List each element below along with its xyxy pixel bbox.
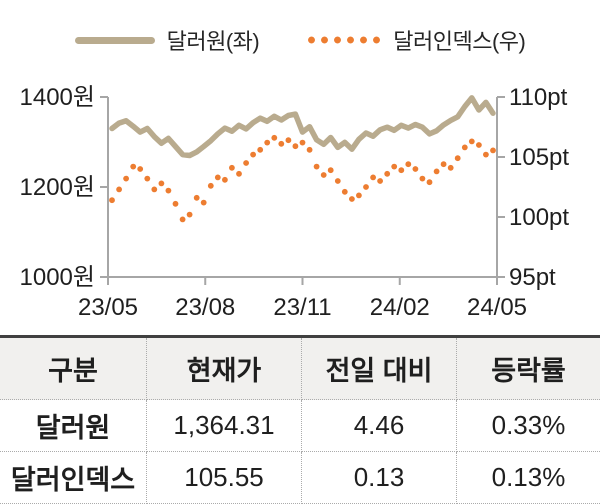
legend-item-dollarindex: 달러인덱스(우) [305,24,526,56]
legend-item-usdkrw: 달러원(좌) [74,24,260,56]
usdkrw-line-swatch-icon [74,36,155,44]
table-header-change: 전일 대비 [302,338,457,400]
left-axis-tick-label: 1200원 [20,174,95,201]
table-row-dollarindex-label: 달러인덱스 [0,452,147,504]
x-axis-tick-label: 24/05 [467,294,527,321]
table-row-dollarindex-pct: 0.13% [457,452,600,504]
series-dollarindex-dots [109,134,496,223]
left-axis-tick-label: 1400원 [20,84,95,111]
right-axis-tick-label: 100pt [509,204,569,231]
series-usdkrw-line [109,95,496,159]
table-row-usdkrw-pct: 0.33% [457,400,600,452]
table-row-dollarindex-change: 0.13 [302,452,457,504]
chart-legend: 달러원(좌) 달러인덱스(우) [0,20,600,60]
dollarindex-dots-swatch-icon [305,36,382,44]
axis-labels: 1400원 1200원 1000원 110pt 105pt 100pt 95pt 23/05 2… [20,84,570,321]
x-axis-tick-label: 23/11 [273,294,331,321]
table-row-usdkrw-label: 달러원 [0,400,147,452]
table-row-dollarindex-price: 105.55 [147,452,302,504]
left-axis-tick-label: 1000원 [20,264,95,291]
right-axis-tick-label: 105pt [509,144,569,171]
table-row-usdkrw-price: 1,364.31 [147,400,302,452]
table-header-gubun: 구분 [0,338,147,400]
table-header-price: 현재가 [147,338,302,400]
x-axis-tick-label: 23/05 [78,294,138,321]
table-row-usdkrw-change: 4.46 [302,400,457,452]
axes [100,96,505,285]
legend-label-usdkrw: 달러원(좌) [166,29,260,54]
legend-label-dollarindex: 달러인덱스(우) [393,29,526,54]
dual-axis-line-chart: 1400원 1200원 1000원 110pt 105pt 100pt 95pt 23/05 2… [20,84,570,321]
x-axis-tick-label: 23/08 [175,294,235,321]
right-axis-tick-label: 110pt [509,84,568,111]
x-axis-tick-label: 24/02 [370,294,430,321]
right-axis-tick-label: 95pt [509,264,556,291]
quote-table: 구분 현재가 전일 대비 등락률 달러원 1,364.31 4.46 0.33%… [0,335,600,504]
table-header-pct: 등락률 [457,338,600,400]
